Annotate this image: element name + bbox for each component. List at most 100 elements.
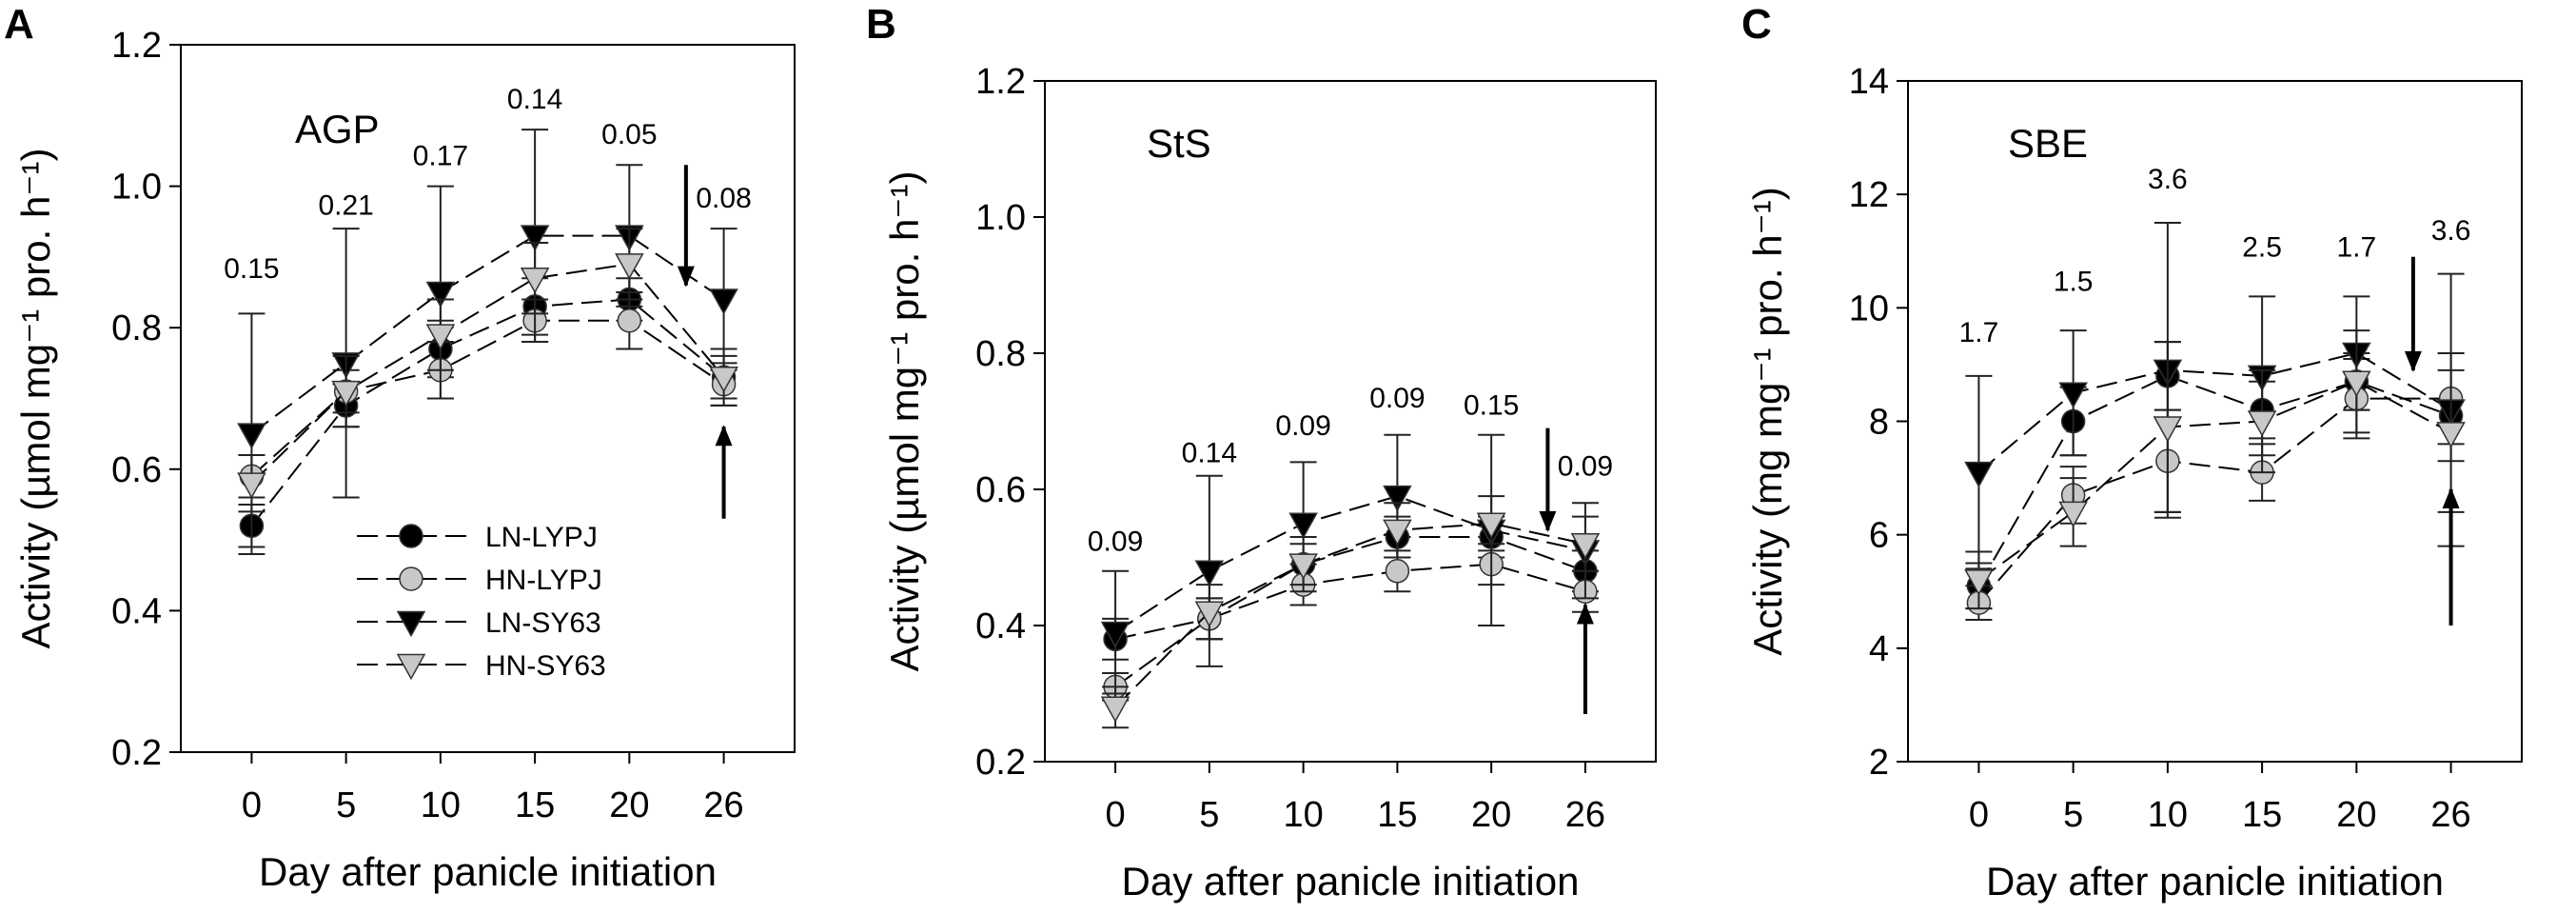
- lsd-annotation: 0.14: [1182, 437, 1237, 468]
- legend-item: LN-SY63: [357, 607, 601, 639]
- y-tick-label: 6: [1869, 516, 1889, 556]
- x-tick-label: 5: [2063, 795, 2083, 835]
- data-point: [1100, 696, 1131, 724]
- data-point: [2058, 501, 2088, 528]
- lsd-annotation: 0.08: [696, 183, 751, 214]
- legend: LN-LYPJ HN-LYPJ LN-SY63 HN-SY63: [357, 522, 606, 682]
- data-point: [1570, 532, 1601, 560]
- data-point: [1383, 485, 1412, 512]
- enzyme-label: StS: [1147, 121, 1211, 166]
- plot-frame: [1044, 80, 1657, 763]
- series-line: [250, 319, 725, 477]
- lsd-annotation: 1.5: [2054, 266, 2094, 297]
- panel-c: C 2 4 6 8 10 12 14 0 5 10 15 20 26 Day after panicle …: [1741, 1, 2523, 904]
- y-tick-label: 0.2: [111, 733, 162, 773]
- x-tick-label: 5: [336, 785, 356, 825]
- series-ln-sy63: [237, 129, 738, 555]
- y-tick-label: 0.4: [111, 591, 162, 631]
- arrow-up-head: [715, 425, 733, 447]
- y-tick-label: 0.8: [975, 334, 1026, 374]
- lsd-annotation: 0.15: [1464, 389, 1519, 421]
- data-point: [709, 366, 738, 393]
- legend-marker: [399, 566, 423, 591]
- data-point: [237, 472, 266, 499]
- y-tick-label: 1.0: [111, 168, 162, 208]
- data-point: [331, 380, 361, 407]
- x-tick-label: 20: [2336, 795, 2376, 835]
- plot-frame: [180, 44, 796, 753]
- panel-letter: C: [1741, 1, 1772, 48]
- legend-label: HN-SY63: [485, 650, 606, 682]
- data-point: [1194, 560, 1225, 587]
- x-axis-title: Day after panicle initiation: [1122, 859, 1580, 904]
- series-line: [1977, 397, 2451, 604]
- enzyme-label: AGP: [295, 107, 380, 151]
- x-tick-label: 26: [703, 785, 743, 825]
- data-point: [237, 423, 266, 449]
- y-axis-title: Activity (µmol mg⁻¹ pro. h⁻¹): [882, 171, 927, 672]
- x-tick-label: 20: [609, 785, 649, 825]
- plot-frame: [1907, 80, 2523, 763]
- data-point: [1476, 512, 1506, 539]
- lsd-annotation: 0.09: [1558, 451, 1613, 483]
- y-tick-label: 2: [1869, 743, 1889, 783]
- legend-label: LN-SY63: [485, 607, 601, 639]
- x-tick-label: 5: [1199, 795, 1219, 835]
- series-hn-sy63: [1100, 495, 1601, 729]
- series-line: [1114, 495, 1586, 633]
- legend-marker: [399, 524, 423, 548]
- lsd-annotation: 0.21: [318, 189, 373, 221]
- x-tick-label: 15: [1377, 795, 1417, 835]
- legend-item: LN-LYPJ: [357, 522, 598, 553]
- data-point: [1964, 461, 1994, 488]
- lsd-annotation: 0.09: [1275, 410, 1330, 442]
- series-ln-sy63: [1100, 433, 1601, 695]
- x-tick-label: 0: [1969, 795, 1989, 835]
- lsd-annotation: 1.7: [1959, 317, 1999, 348]
- arrow-down-head: [2404, 350, 2422, 372]
- data-point: [520, 267, 550, 294]
- data-point: [425, 281, 456, 308]
- lsd-annotation: 2.5: [2242, 232, 2282, 264]
- panel-a: A 0.2 0.4 0.6 0.8 1.0 1.2 0 5 10 15 20 26 Day after …: [4, 1, 796, 894]
- series-line: [250, 263, 725, 485]
- y-tick-label: 0.6: [111, 450, 162, 490]
- data-point: [520, 225, 550, 251]
- lsd-annotation: 0.15: [224, 253, 279, 285]
- lsd-annotation: 1.7: [2336, 232, 2376, 264]
- x-tick-label: 20: [1471, 795, 1511, 835]
- legend-item: HN-LYPJ: [357, 565, 602, 596]
- y-tick-label: 1.0: [975, 198, 1026, 238]
- lsd-annotation: 0.05: [601, 119, 657, 150]
- x-tick-label: 15: [515, 785, 555, 825]
- series-ln-lypj: [1965, 341, 2465, 610]
- y-tick-label: 14: [1849, 62, 1889, 102]
- arrow-up-head: [1576, 603, 1594, 625]
- data-point: [425, 324, 456, 350]
- arrow-up-head: [2442, 487, 2460, 508]
- y-axis-title: Activity (mg mg⁻¹ pro. h⁻¹): [1745, 187, 1790, 655]
- lsd-annotation: 3.6: [2431, 215, 2471, 247]
- legend-item: HN-SY63: [357, 650, 606, 682]
- series-hn-lypj: [1102, 543, 1599, 702]
- series-hn-sy63: [237, 228, 738, 513]
- y-tick-label: 4: [1869, 629, 1889, 669]
- data-point: [709, 288, 738, 315]
- series-line: [1114, 536, 1586, 641]
- arrow-down-head: [1539, 510, 1557, 532]
- legend-marker: [396, 653, 426, 681]
- y-tick-label: 0.8: [111, 308, 162, 348]
- panel-letter: B: [866, 1, 896, 48]
- panel-b: B 0.2 0.4 0.6 0.8 1.0 1.2 0 5 10 15 20 26 Day after …: [866, 1, 1657, 904]
- y-tick-label: 0.6: [975, 470, 1026, 510]
- data-point: [2058, 382, 2088, 408]
- lsd-annotation: 0.09: [1088, 526, 1143, 557]
- legend-marker: [396, 610, 426, 638]
- data-point: [1383, 519, 1412, 546]
- series-ln-sy63: [1964, 221, 2466, 570]
- lsd-annotation: 0.14: [507, 84, 562, 115]
- y-tick-label: 10: [1849, 288, 1889, 328]
- series-line: [1977, 374, 2451, 586]
- series-line: [1977, 380, 2452, 582]
- x-tick-label: 15: [2242, 795, 2282, 835]
